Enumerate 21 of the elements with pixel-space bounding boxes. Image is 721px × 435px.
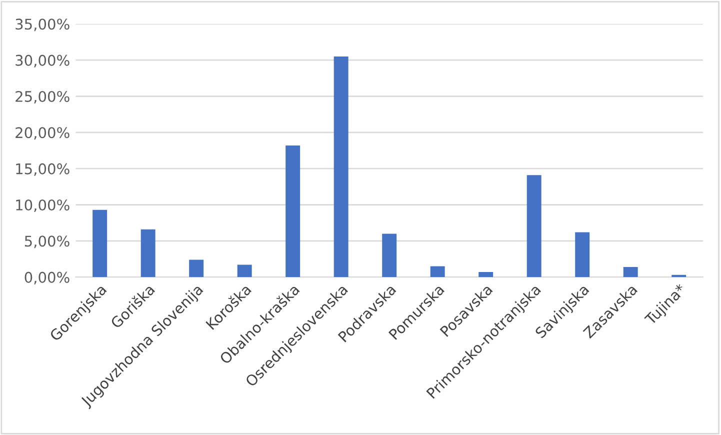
bar	[92, 210, 108, 278]
bar	[672, 274, 686, 278]
bar	[478, 272, 494, 278]
bar	[286, 145, 300, 278]
y-tick-label: 35,00%	[16, 18, 70, 32]
bar	[575, 232, 590, 278]
bar	[623, 266, 638, 278]
bar	[237, 264, 252, 278]
y-tick-label: 30,00%	[16, 54, 70, 68]
bar	[526, 175, 542, 278]
y-tick-label: 25,00%	[16, 90, 70, 104]
y-tick-label: 5,00%	[24, 236, 70, 248]
bar	[140, 229, 156, 278]
y-tick-label: 20,00%	[16, 127, 70, 140]
y-tick-label: 15,00%	[16, 163, 70, 176]
bar	[430, 266, 445, 278]
bar	[189, 260, 204, 278]
y-tick-label: 0,00%	[24, 272, 70, 284]
y-tick-label: 10,00%	[16, 199, 70, 212]
bar	[382, 234, 397, 278]
bar	[334, 56, 348, 278]
